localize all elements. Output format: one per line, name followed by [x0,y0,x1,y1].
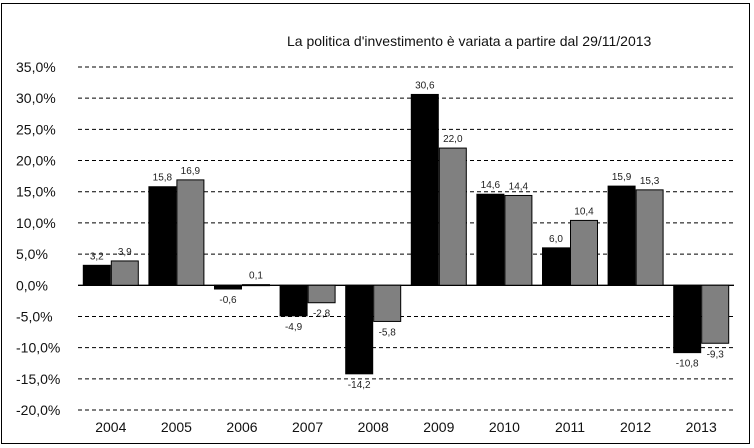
x-axis: 2004 2005 2006 2007 2008 2009 2010 2011 2012 2013 [95,419,717,435]
bar-gray [504,194,533,286]
bar-gray [307,284,336,304]
data-label: -10,8 [676,359,699,370]
chart-frame: 35,0% 30,0% 25,0% 20,0% 15,0% 10,0% 5,0% 0,0% -5… [1,3,750,444]
x-tick-label: 2011 [555,419,585,435]
x-tick-label: 2004 [95,419,126,435]
y-tick-label: 10,0% [16,215,56,231]
bar-gray [701,284,730,344]
data-label: -5,8 [379,327,397,338]
y-tick-label: 5,0% [16,246,48,262]
bar-black [607,185,636,286]
y-tick-label: 0,0% [16,277,48,293]
y-tick-label: -5,0% [16,308,53,324]
bar-black [214,284,242,290]
data-label: 0,1 [249,271,263,282]
bar-gray [176,179,205,286]
y-tick-label: 20,0% [16,153,56,169]
data-label: -0,6 [219,295,237,306]
data-label: 30,6 [415,80,435,91]
x-tick-label: 2012 [620,419,651,435]
bar-chart: 35,0% 30,0% 25,0% 20,0% 15,0% 10,0% 5,0% 0,0% -5… [16,33,734,435]
y-tick-label: -20,0% [16,402,60,418]
data-label: 22,0 [443,134,463,145]
y-tick-label: -15,0% [16,371,60,387]
x-tick-label: 2010 [489,419,520,435]
bars: 3,2 3,9 15,8 16,9 -0,6 0,1 -4,9 -2,8 -14,2 -5,8 30… [82,80,730,391]
x-tick-label: 2006 [226,419,257,435]
data-label: 3,2 [90,251,104,262]
bar-black [673,284,702,354]
bar-gray [635,189,664,286]
bar-gray [373,284,402,322]
x-tick-label: 2005 [161,419,192,435]
data-label: 14,4 [509,181,529,192]
bar-gray [438,147,467,286]
x-tick-label: 2008 [358,419,389,435]
x-tick-label: 2009 [423,419,454,435]
data-label: -14,2 [348,380,371,391]
data-label: 16,9 [181,166,201,177]
data-label: -9,3 [707,349,725,360]
bar-black [148,186,177,286]
data-label: 15,3 [640,176,660,187]
data-label: 3,9 [118,247,132,258]
data-label: 15,8 [153,173,173,184]
bar-black [279,284,308,317]
data-label: -4,9 [285,322,303,333]
y-tick-label: -10,0% [16,340,60,356]
bar-black [345,284,374,375]
bar-gray [570,219,598,286]
bar-black [476,193,505,286]
y-tick-label: 15,0% [16,184,56,200]
data-label: 10,4 [574,206,594,217]
data-label: 15,9 [612,172,632,183]
bar-gray [242,284,270,287]
bar-black [82,264,111,286]
bar-black [542,247,570,286]
data-label: 14,6 [481,180,501,191]
bar-gray [110,260,139,286]
data-label: 6,0 [549,234,563,245]
data-label: -2,8 [313,309,331,320]
y-tick-label: 25,0% [16,121,56,137]
x-tick-label: 2013 [686,419,717,435]
y-tick-label: 35,0% [16,59,56,75]
x-tick-label: 2007 [292,419,323,435]
bar-black [410,93,439,286]
y-tick-label: 30,0% [16,90,56,106]
y-axis: 35,0% 30,0% 25,0% 20,0% 15,0% 10,0% 5,0% 0,0% -5… [16,59,60,418]
chart-annotation: La politica d'investimento è variata a p… [287,33,652,49]
